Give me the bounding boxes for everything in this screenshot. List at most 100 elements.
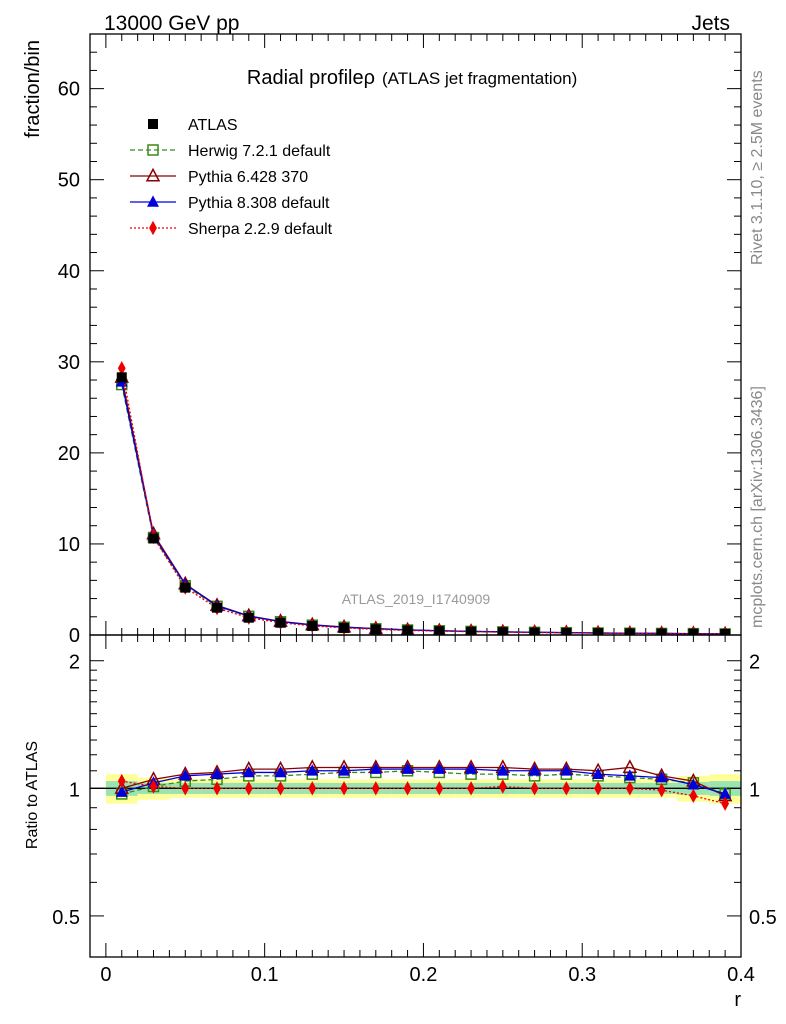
point-atlas	[148, 533, 159, 544]
ratio-y-tick-label: 0.5	[52, 907, 80, 929]
chart-title: Radial profileρ	[247, 67, 375, 89]
ratio-point-pythia-8-308-default	[274, 765, 287, 778]
ratio-point-sherpa-2-2-9-default	[689, 788, 698, 804]
y-tick-label: 30	[58, 352, 80, 374]
legend-label-pythia-6-428-370: Pythia 6.428 370	[188, 169, 308, 186]
ratio-point-sherpa-2-2-9-default	[213, 781, 221, 796]
ratio-point-sherpa-2-2-9-default	[403, 781, 412, 796]
point-atlas	[720, 628, 731, 635]
legend-label-pythia-8-308-default: Pythia 8.308 default	[188, 195, 330, 212]
point-atlas	[561, 627, 572, 635]
main-data	[114, 360, 731, 635]
series-line-sherpa-2-2-9-default	[121, 368, 726, 635]
point-atlas	[370, 624, 381, 635]
y-tick-label: 20	[58, 443, 80, 465]
ratio-point-sherpa-2-2-9-default	[530, 781, 539, 796]
legend-label-herwig-7-2-1-default: Herwig 7.2.1 default	[188, 143, 331, 160]
ratio-y-tick-label-right: 0.5	[749, 907, 777, 929]
ratio-point-sherpa-2-2-9-default	[371, 781, 380, 796]
y-tick-label: 0	[69, 625, 80, 647]
y-tick-label: 40	[58, 261, 80, 283]
ratio-xlabel: r	[734, 989, 741, 1011]
ratio-point-pythia-8-308-default	[528, 764, 541, 776]
ratio-point-sherpa-2-2-9-default	[117, 773, 126, 789]
legend: ATLAS Herwig 7.2.1 default Pythia 6.428 37…	[130, 117, 333, 238]
legend-marker-atlas	[148, 119, 158, 129]
ratio-panel: 0 0.1 0.2 0.3 0.4 0.5 0.5 1 1 2 2	[52, 634, 777, 986]
rivet-label: Rivet 3.1.10, ≥ 2.5M events	[749, 70, 766, 265]
x-tick-label: 0	[100, 964, 111, 986]
point-atlas	[180, 582, 191, 593]
ratio-point-sherpa-2-2-9-default	[467, 781, 475, 796]
ratio-point-pythia-8-308-default	[242, 765, 255, 778]
point-atlas	[402, 625, 413, 635]
ratio-point-pythia-8-308-default	[179, 769, 192, 781]
ratio-line-sherpa-2-2-9-default	[121, 780, 726, 805]
ratio-point-sherpa-2-2-9-default	[562, 781, 571, 796]
ratio-point-sherpa-2-2-9-default	[308, 781, 317, 796]
y-tick-label: 60	[58, 79, 80, 101]
ratio-panel-frame	[89, 634, 742, 958]
mcplots-label: mcplots.cern.ch [arXiv:1306.3436]	[749, 386, 766, 628]
main-panel: 0 10 20 30 40 50 60	[58, 33, 742, 647]
legend-marker-sherpa-2-2-9-default	[149, 220, 157, 236]
point-atlas	[529, 627, 540, 635]
x-tick-label: 0.3	[568, 964, 596, 986]
x-tick-label: 0.2	[410, 964, 438, 986]
point-atlas	[212, 602, 223, 613]
chart-title-suffix: (ATLAS jet fragmentation)	[382, 69, 577, 88]
legend-label-atlas: ATLAS	[188, 117, 238, 134]
point-atlas	[116, 372, 127, 383]
analysis-watermark: ATLAS_2019_I1740909	[342, 591, 491, 607]
ratio-point-sherpa-2-2-9-default	[149, 779, 158, 794]
ratio-point-pythia-8-308-default	[592, 767, 605, 779]
point-atlas	[497, 627, 508, 635]
point-atlas	[434, 626, 445, 635]
ratio-point-sherpa-2-2-9-default	[657, 782, 666, 798]
x-tick-label: 0.1	[251, 964, 279, 986]
ratio-y-tick-label: 2	[69, 652, 80, 674]
ratio-point-sherpa-2-2-9-default	[498, 779, 507, 794]
ratio-point-pythia-8-308-default	[338, 764, 351, 776]
process-label: Jets	[691, 12, 730, 35]
y-tick-label: 50	[58, 170, 80, 192]
ratio-ylabel: Ratio to ATLAS	[24, 741, 41, 849]
legend-marker-pythia-8-308-default	[147, 195, 159, 207]
point-atlas	[656, 628, 667, 635]
ratio-point-pythia-8-308-default	[369, 762, 382, 774]
point-atlas	[466, 626, 477, 635]
y-tick-label: 10	[58, 534, 80, 556]
point-atlas	[275, 617, 286, 628]
legend-label-sherpa-2-2-9-default: Sherpa 2.2.9 default	[188, 221, 333, 238]
point-sherpa-2-2-9-default	[117, 360, 126, 376]
legend-marker-herwig-7-2-1-default	[147, 144, 159, 156]
ratio-point-pythia-8-308-default	[687, 778, 700, 790]
point-atlas	[624, 628, 635, 635]
ratio-point-sherpa-2-2-9-default	[340, 781, 348, 796]
ratio-point-pythia-8-308-default	[719, 787, 732, 799]
energy-label: 13000 GeV pp	[104, 12, 239, 35]
ratio-point-pythia-8-308-default	[655, 770, 668, 783]
point-atlas	[593, 628, 604, 635]
ratio-point-sherpa-2-2-9-default	[625, 781, 634, 796]
ratio-point-pythia-8-308-default	[623, 769, 636, 781]
ratio-point-pythia-8-308-default	[433, 762, 446, 774]
point-atlas	[243, 612, 254, 623]
ratio-point-sherpa-2-2-9-default	[244, 781, 253, 796]
x-tick-label: 0.4	[727, 964, 755, 986]
ratio-y-tick-label-right: 1	[749, 779, 760, 801]
ratio-y-tick-label-right: 2	[749, 652, 760, 674]
ratio-line-pythia-8-308-default	[121, 768, 726, 795]
ratio-data	[90, 759, 741, 811]
ratio-point-sherpa-2-2-9-default	[181, 781, 190, 796]
point-atlas	[339, 622, 350, 633]
ratio-point-sherpa-2-2-9-default	[721, 796, 730, 811]
point-atlas	[688, 628, 699, 635]
ratio-point-pythia-8-308-default	[115, 785, 128, 797]
ratio-point-pythia-8-308-default	[211, 767, 224, 779]
ratio-point-pythia-8-308-default	[465, 762, 478, 774]
ratio-point-pythia-8-308-default	[306, 764, 319, 776]
ratio-point-sherpa-2-2-9-default	[594, 781, 602, 796]
ratio-point-pythia-8-308-default	[401, 762, 414, 774]
